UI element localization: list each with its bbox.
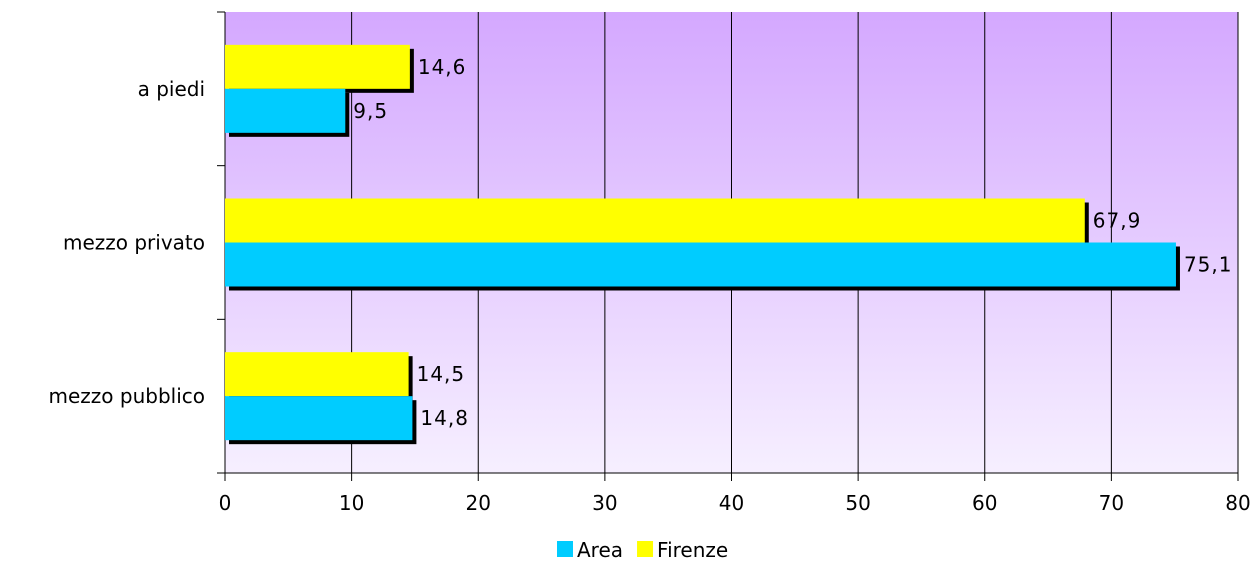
category-label-a-piedi: a piedi	[138, 77, 205, 101]
data-label-firenze-mezzo-pubblico: 14,5	[417, 362, 466, 386]
legend-label-firenze: Firenze	[657, 538, 728, 562]
category-label-mezzo-pubblico: mezzo pubblico	[49, 384, 205, 408]
x-tick-label-30: 30	[592, 491, 617, 515]
x-tick-label-70: 70	[1099, 491, 1124, 515]
bar-area-mezzo-pubblico	[225, 396, 413, 441]
legend-swatch-firenze	[637, 541, 654, 557]
x-tick-label-0: 0	[219, 491, 232, 515]
legend-label-area: Area	[577, 538, 623, 562]
legend-swatch-area	[557, 541, 573, 557]
axes: 0 10 20 30 40 50 60 70 80	[217, 11, 1251, 515]
bar-firenze-mezzo-pubblico	[225, 352, 409, 397]
x-tick-label-50: 50	[845, 491, 870, 515]
bar-area-mezzo-privato	[225, 242, 1176, 287]
x-tick-label-20: 20	[466, 491, 491, 515]
data-label-firenze-a-piedi: 14,6	[418, 55, 467, 79]
data-label-area-a-piedi: 9,5	[353, 99, 388, 123]
x-tick-label-80: 80	[1225, 491, 1250, 515]
bar-firenze-a-piedi	[225, 44, 410, 89]
data-label-firenze-mezzo-privato: 67,9	[1093, 209, 1142, 233]
data-label-area-mezzo-pubblico: 14,8	[420, 406, 469, 430]
category-label-mezzo-privato: mezzo privato	[63, 231, 205, 255]
bar-area-a-piedi	[225, 88, 346, 133]
data-label-area-mezzo-privato: 75,1	[1184, 253, 1233, 277]
x-tick-label-40: 40	[719, 491, 744, 515]
bars	[225, 44, 1180, 445]
x-tick-label-60: 60	[972, 491, 997, 515]
bar-firenze-mezzo-privato	[225, 198, 1085, 243]
labels: a piedi 14,6 9,5 mezzo privato 67,9 75,1 mezzo…	[49, 55, 1233, 430]
x-tick-label-10: 10	[339, 491, 364, 515]
legend: Area Firenze	[557, 538, 728, 562]
